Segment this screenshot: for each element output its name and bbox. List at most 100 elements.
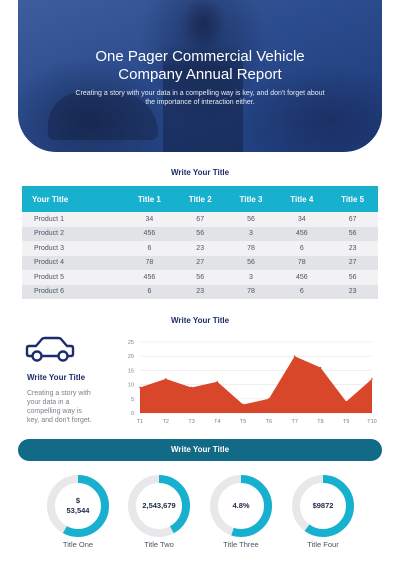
table-header-cell: Your Title — [22, 186, 124, 212]
area-series — [140, 356, 372, 413]
donut-value-line: 2,543,679 — [142, 501, 176, 510]
table-cell: 56 — [225, 255, 277, 270]
x-tick-label: T6 — [266, 419, 272, 425]
chart-side-title: Write Your Title — [27, 373, 86, 382]
data-point — [319, 366, 322, 369]
x-tick-label: T2 — [163, 419, 169, 425]
table-row: Product 6 6 23 78 6 23 — [22, 284, 378, 299]
table-row: Product 4 78 27 56 78 27 — [22, 255, 378, 270]
table-cell: 34 — [124, 212, 175, 227]
y-tick-label: 25 — [128, 340, 134, 346]
y-tick-label: 0 — [131, 411, 134, 417]
table-row: Product 1 34 67 56 34 67 — [22, 212, 378, 227]
table-cell: 27 — [327, 255, 378, 270]
table-cell: 78 — [124, 255, 175, 270]
x-tick-label: T9 — [343, 419, 349, 425]
table-cell: 56 — [327, 270, 378, 285]
donut-value-line: 53,544 — [66, 506, 90, 515]
table-cell: 3 — [225, 226, 277, 241]
table-header-cell: Title 5 — [327, 186, 378, 212]
donut-label: Title Four — [307, 540, 339, 549]
hero-banner: One Pager Commercial Vehicle Company Ann… — [18, 0, 382, 152]
x-tick-label: T7 — [291, 419, 297, 425]
table-cell: 456 — [276, 270, 328, 285]
data-point — [345, 400, 348, 403]
table-cell: 23 — [327, 241, 378, 256]
chart-section-title: Write Your Title — [170, 316, 230, 325]
table-cell: Product 6 — [22, 284, 124, 299]
donut-value: $9872 — [291, 474, 355, 538]
table-cell: 23 — [174, 241, 226, 256]
table-cell: 78 — [225, 284, 277, 299]
table-cell: 3 — [225, 270, 277, 285]
donut-arc — [210, 475, 272, 537]
table-cell: Product 5 — [22, 270, 124, 285]
donut-section-banner: Write Your Title — [18, 439, 382, 461]
donut-label: Title Two — [144, 540, 174, 549]
data-point — [293, 355, 296, 357]
table-cell: 6 — [124, 284, 175, 299]
donut-ring — [47, 475, 109, 537]
donut-chart: $53,544 — [46, 474, 110, 538]
table-cell: Product 2 — [22, 226, 124, 241]
y-tick-label: 20 — [128, 354, 134, 360]
x-tick-label: T1 — [137, 419, 143, 425]
donut-ring — [292, 475, 354, 537]
data-point — [216, 380, 219, 383]
donut-label: Title One — [62, 540, 94, 549]
table-header-cell: Title 2 — [174, 186, 226, 212]
table-header-cell: Title 4 — [276, 186, 328, 212]
table-cell: 34 — [276, 212, 328, 227]
x-tick-label: T4 — [214, 419, 220, 425]
data-point — [190, 386, 193, 389]
table-cell: 78 — [276, 255, 328, 270]
report-title: One Pager Commercial Vehicle Company Ann… — [18, 48, 382, 84]
side-text-line: compelling way is — [27, 408, 82, 415]
hero-car-shape — [48, 92, 158, 140]
table-section-title: Write Your Title — [170, 168, 230, 177]
data-point — [268, 398, 270, 400]
table-row: Product 5 456 56 3 456 56 — [22, 270, 378, 285]
table-header-cell: Title 1 — [124, 186, 175, 212]
table-cell: 56 — [327, 226, 378, 241]
table-cell: 23 — [327, 284, 378, 299]
table-cell: Product 1 — [22, 212, 124, 227]
x-tick-label: T8 — [317, 419, 323, 425]
donut-value: 4.8% — [209, 474, 273, 538]
table-cell: 78 — [225, 241, 277, 256]
donut-chart: 4.8% — [209, 474, 273, 538]
truck-icon — [25, 336, 75, 362]
table-cell: 6 — [276, 241, 328, 256]
table-cell: 67 — [327, 212, 378, 227]
data-point — [139, 386, 141, 389]
donut-value-line: $9872 — [312, 501, 334, 510]
report-title-line2: Company Annual Report — [118, 66, 282, 83]
y-tick-label: 5 — [131, 397, 134, 403]
data-point — [371, 378, 373, 380]
table-header-cell: Title 3 — [225, 186, 277, 212]
table-cell: 6 — [276, 284, 328, 299]
table-cell: 456 — [276, 226, 328, 241]
table-cell: Product 3 — [22, 241, 124, 256]
table-cell: 23 — [174, 284, 226, 299]
donut-ring — [128, 475, 190, 537]
donut-arc — [128, 475, 190, 537]
table-cell: 56 — [174, 226, 226, 241]
chart-side-text: Creating a story with your data in a com… — [27, 389, 109, 425]
table-cell: 56 — [174, 270, 226, 285]
donut-arc — [47, 475, 109, 537]
report-subtitle: Creating a story with your data in a com… — [75, 90, 325, 106]
donut-chart: $9872 — [291, 474, 355, 538]
side-text-line: your data in a — [27, 399, 70, 406]
side-text-line: key, and don't forget. — [27, 417, 92, 424]
table-cell: 56 — [225, 212, 277, 227]
table-cell: Product 4 — [22, 255, 124, 270]
donut-label: Title Three — [223, 540, 259, 549]
x-tick-label: T10 — [367, 419, 376, 425]
y-tick-label: 10 — [128, 383, 134, 389]
table-row: Product 2 456 56 3 456 56 — [22, 226, 378, 241]
hero-photo — [18, 0, 382, 152]
donut-value-line: 4.8% — [232, 501, 250, 510]
report-title-line1: One Pager Commercial Vehicle — [95, 48, 305, 65]
table-cell: 6 — [124, 241, 175, 256]
